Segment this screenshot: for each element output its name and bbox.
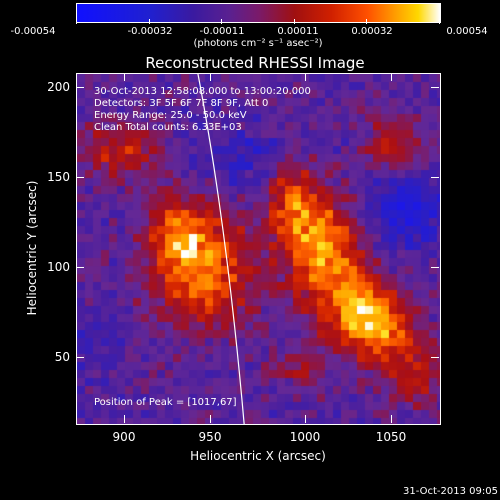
y-axis-label: Heliocentric Y (arcsec) [25, 180, 39, 316]
colorbar-tick [439, 19, 440, 24]
y-tick [76, 357, 84, 358]
y-tick [76, 87, 84, 88]
solar-limb-line [197, 74, 245, 424]
y-tick [76, 267, 84, 268]
x-tick [391, 415, 392, 423]
x-axis-label: Heliocentric X (arcsec) [190, 449, 326, 463]
x-tick-label: 950 [198, 430, 222, 444]
y-tick [431, 267, 439, 268]
energy-range-text: Energy Range: 25.0 - 50.0 keV [94, 110, 247, 121]
colorbar-tick-label: 0.00011 [277, 26, 319, 37]
x-tick [210, 73, 211, 81]
colorbar-tick-label: -0.00011 [199, 26, 245, 37]
y-tick [76, 177, 84, 178]
peak-position-text: Position of Peak = [1017,67] [94, 397, 237, 408]
y-tick-label: 100 [47, 260, 70, 274]
x-tick [305, 73, 306, 81]
y-tick [431, 87, 439, 88]
limb-overlay [197, 74, 245, 424]
x-tick [124, 415, 125, 423]
y-tick-label: 50 [54, 350, 70, 364]
x-tick [391, 73, 392, 81]
x-tick-label: 1050 [375, 430, 407, 444]
colorbar-tick-label: 0.00032 [351, 26, 393, 37]
y-tick-label: 200 [47, 80, 70, 94]
colorbar-units: (photons cm⁻² s⁻¹ asec⁻²) [193, 38, 323, 49]
x-tick-label: 1000 [289, 430, 321, 444]
clean-counts-text: Clean Total counts: 6.33E+03 [94, 122, 242, 133]
heatmap-image [77, 74, 440, 424]
x-tick [124, 73, 125, 81]
image-plot-area [76, 73, 441, 425]
colorbar-tick-label: -0.00032 [127, 26, 173, 37]
y-tick-label: 150 [47, 170, 70, 184]
colorbar-tick-label: -0.00054 [10, 26, 56, 37]
y-tick [431, 357, 439, 358]
x-tick-label: 900 [112, 430, 136, 444]
x-tick [305, 415, 306, 423]
colorbar-tick [366, 19, 367, 24]
x-tick [210, 415, 211, 423]
colorbar-tick [149, 19, 150, 24]
y-tick [431, 177, 439, 178]
colorbar-tick [294, 19, 295, 24]
plot-title: Reconstructed RHESSI Image [145, 54, 365, 72]
colorbar [76, 3, 441, 23]
colorbar-tick [221, 19, 222, 24]
detectors-text: Detectors: 3F 5F 6F 7F 8F 9F, Att 0 [94, 98, 269, 109]
colorbar-tick-label: 0.00054 [446, 26, 488, 37]
colorbar-tick [76, 19, 77, 24]
time-range-text: 30-Oct-2013 12:58:08.000 to 13:00:20.000 [94, 86, 311, 97]
timestamp: 31-Oct-2013 09:05 [403, 486, 498, 497]
